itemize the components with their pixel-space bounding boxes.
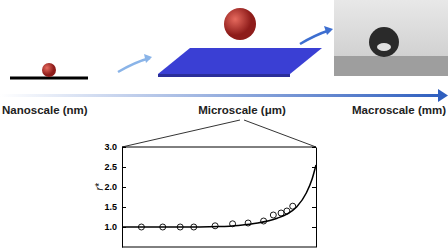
step-arrow [118, 58, 150, 72]
frame-top [122, 147, 316, 148]
droplet-photo [334, 0, 448, 76]
y-axis: 1.0 1.5 2.0 2.5 3.0 [104, 142, 126, 247]
plot-area [122, 165, 316, 230]
y-axis-right [312, 148, 317, 248]
tick: 2.0 [104, 182, 126, 192]
tick [312, 207, 316, 208]
data-point [270, 212, 276, 218]
step-arrow [300, 30, 330, 44]
tick-mark [122, 207, 126, 208]
tick-mark [312, 187, 316, 188]
droplet-highlight [377, 43, 391, 51]
tick-mark [122, 167, 126, 168]
data-point [278, 210, 284, 216]
tick: 1.5 [104, 202, 126, 212]
tick-mark [312, 207, 316, 208]
plate [158, 48, 322, 74]
nanoparticle [42, 63, 56, 77]
scale-label: Macroscale (mm) [352, 104, 446, 116]
zoom-line [244, 120, 316, 147]
tick-label: 1.0 [104, 222, 117, 232]
scale-label: Nanoscale (nm) [2, 104, 88, 116]
tick: 2.5 [104, 162, 126, 172]
frame-bottom [122, 247, 316, 248]
data-point [212, 223, 218, 229]
frame-right [316, 148, 317, 248]
y-axis-line [122, 148, 123, 248]
microparticle [224, 8, 256, 40]
scale-label: Microscale (μm) [198, 104, 286, 116]
tick-label: 2.5 [104, 162, 117, 172]
y-axis-title: r* [94, 182, 105, 190]
tick [312, 227, 316, 228]
step-arrow-head [144, 54, 152, 63]
tick-mark [312, 227, 316, 228]
plate-edge [158, 74, 290, 77]
tick-label: 3.0 [104, 142, 117, 152]
fit-line [122, 165, 316, 227]
scale-arrow-head [438, 89, 448, 102]
figure: Nanoscale (nm) Microscale (μm) Macroscale … [0, 0, 448, 252]
tick-mark [122, 187, 126, 188]
tick-label: 1.5 [104, 202, 117, 212]
tick [312, 187, 316, 188]
photo-substrate [334, 56, 448, 76]
zoom-line [122, 120, 240, 147]
step-arrow-head [324, 26, 333, 35]
tick-label: 2.0 [104, 182, 117, 192]
droplet [369, 27, 399, 57]
scale-arrow [0, 94, 440, 97]
